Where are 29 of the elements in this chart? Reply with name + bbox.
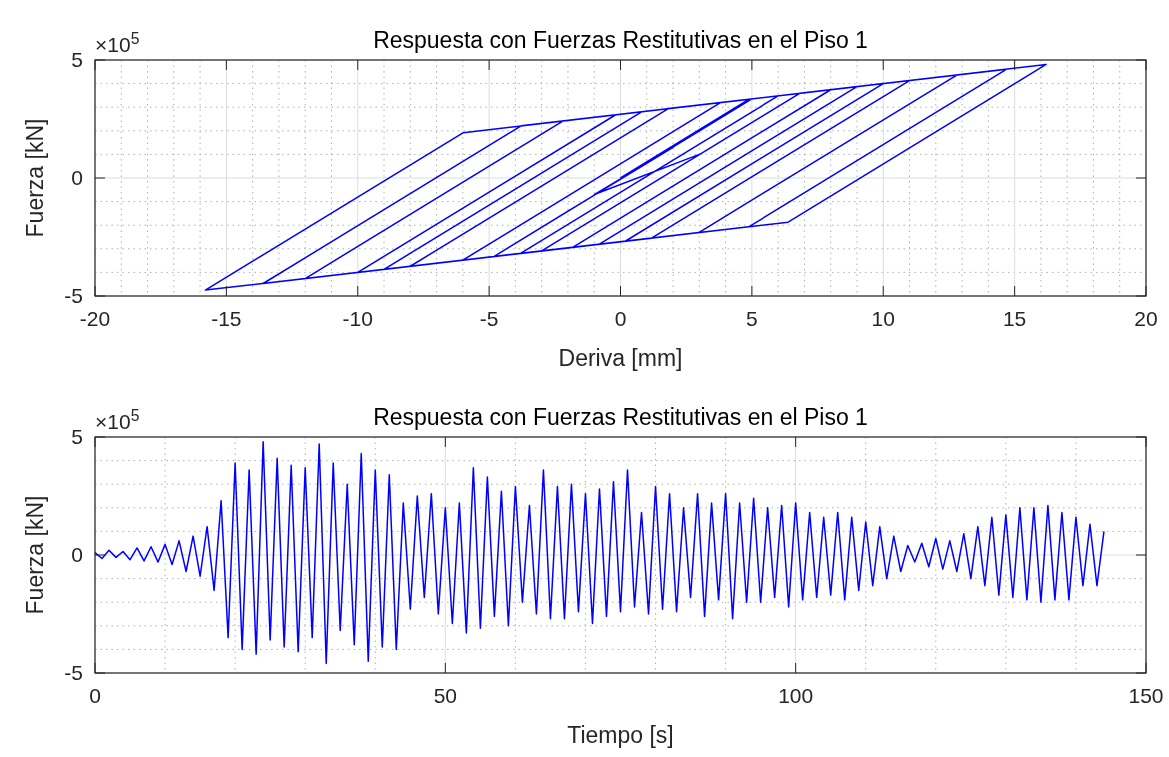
x-tick-label: 10 (871, 307, 895, 330)
line-series (204, 63, 1047, 291)
y-axis-title: Fuerza [kN] (22, 495, 48, 615)
x-tick-label: 50 (433, 684, 458, 707)
x-tick-label: 20 (1134, 307, 1158, 330)
x-tick-label: 100 (778, 684, 814, 707)
x-tick-label: -20 (79, 307, 111, 330)
y-tick-label: 0 (71, 166, 83, 189)
y-tick-label: 5 (71, 48, 83, 71)
y-tick-label: 5 (71, 425, 83, 448)
x-tick-label: 0 (89, 684, 101, 707)
y-tick-label: -5 (64, 661, 83, 684)
text: ×10$^{5}$ (95, 406, 140, 433)
text: ×10$^{5}$ (95, 29, 140, 56)
y-axis-title: Fuerza [kN] (22, 118, 48, 238)
y-tick-label: 0 (71, 543, 83, 566)
x-tick-label: -10 (342, 307, 373, 330)
x-axis-title: Deriva [mm] (558, 345, 683, 371)
x-tick-label: 15 (1002, 307, 1027, 330)
x-axis-title: Tiempo [s] (567, 722, 674, 748)
x-tick-label: 0 (614, 307, 627, 330)
chart-title: Respuesta con Fuerzas Restitutivas en el Piso 1 (373, 27, 868, 53)
line-series (94, 440, 1105, 665)
y-tick-label: -5 (64, 284, 83, 307)
x-tick-label: 150 (1128, 684, 1164, 707)
x-tick-label: -5 (479, 307, 499, 330)
chart-title: Respuesta con Fuerzas Restitutivas en el Piso 1 (373, 404, 868, 430)
x-tick-label: 5 (746, 307, 758, 330)
x-tick-label: -15 (211, 307, 242, 330)
